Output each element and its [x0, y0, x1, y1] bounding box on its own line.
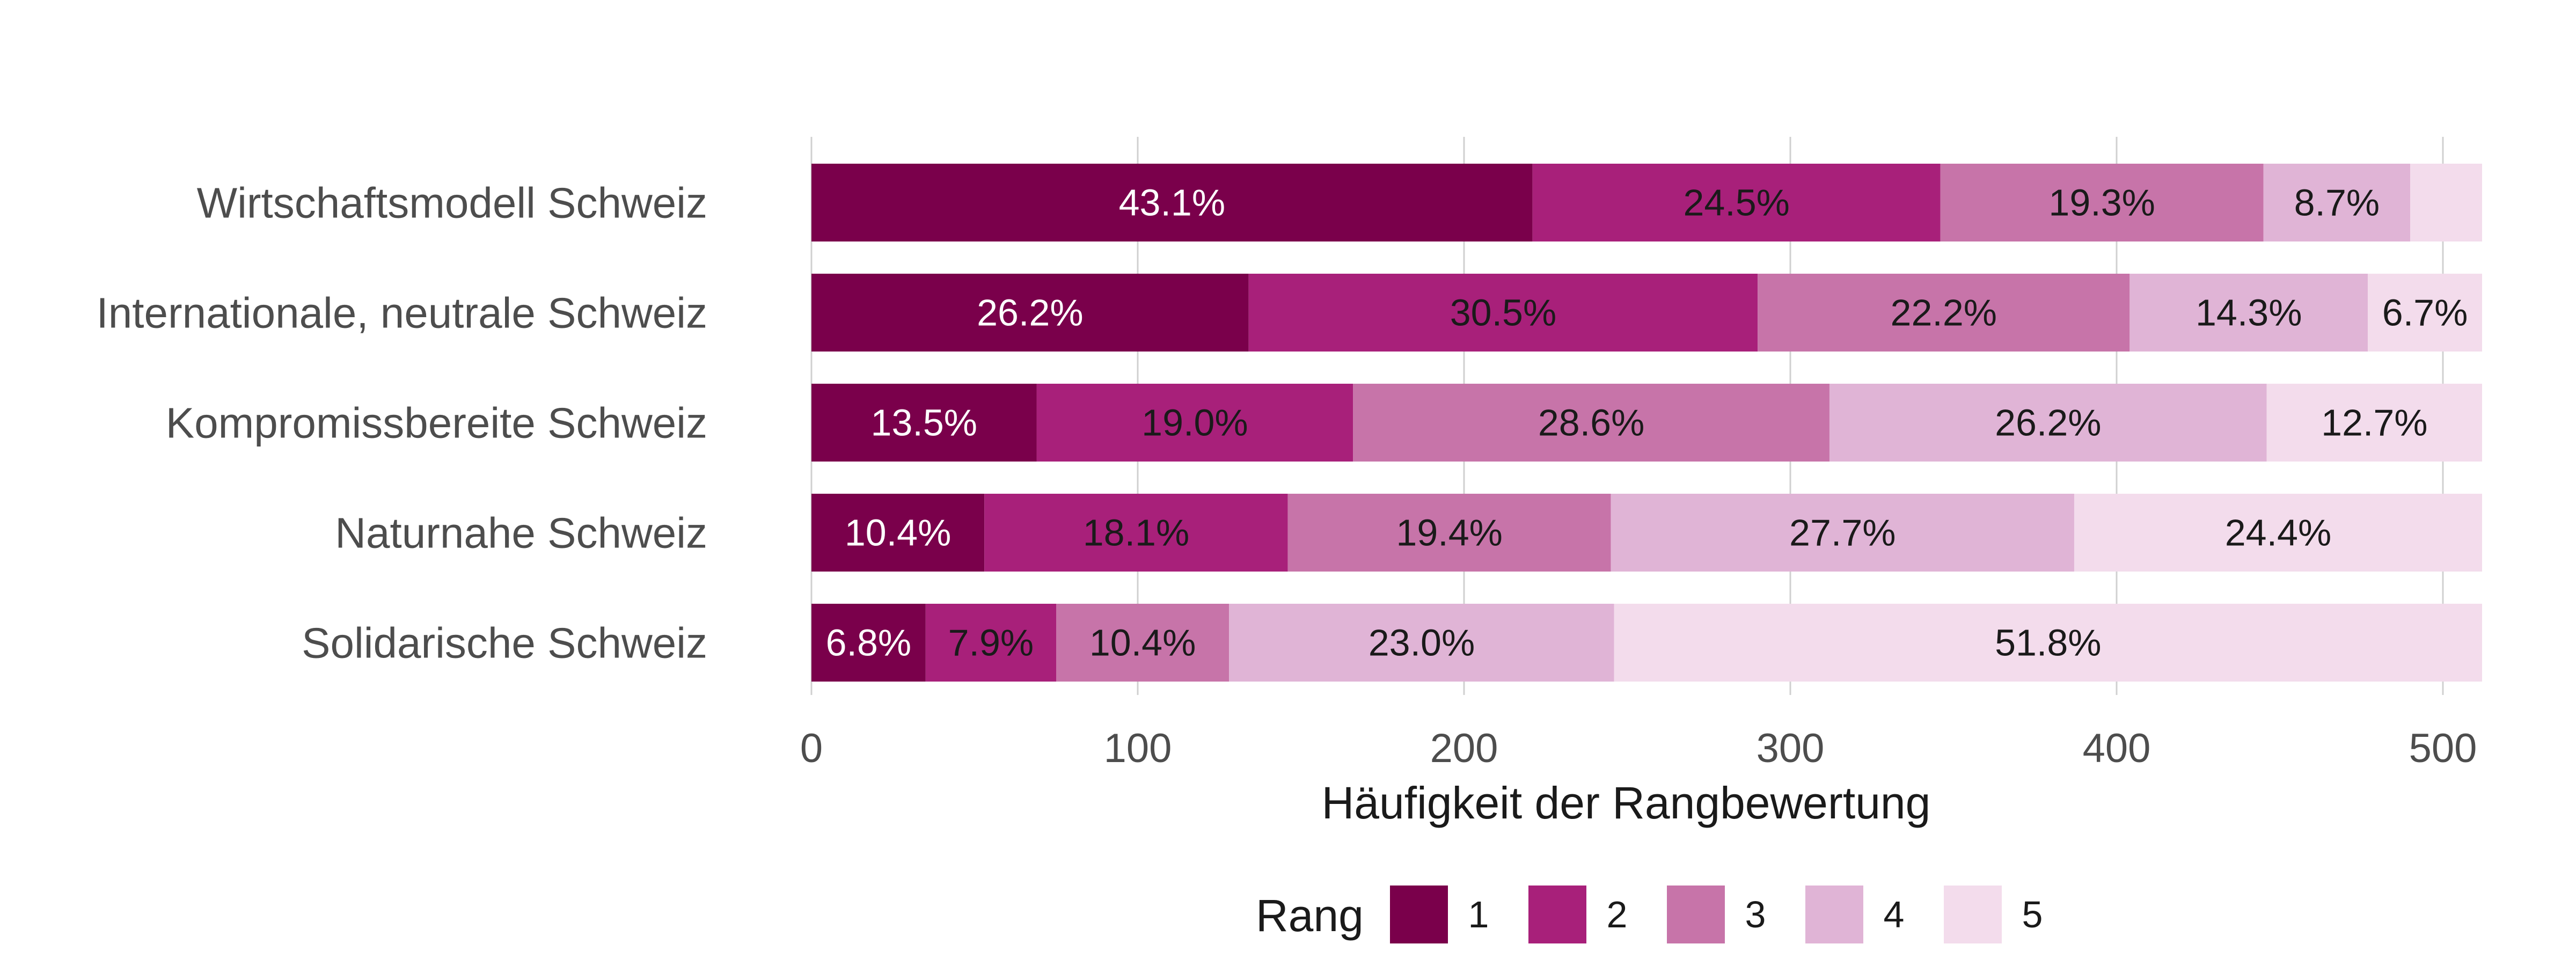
- bar-segment: [2410, 164, 2482, 241]
- data-label: 13.5%: [871, 402, 977, 444]
- data-label: 22.2%: [1891, 292, 1997, 334]
- bar-segment: [1036, 384, 1353, 462]
- data-label: 18.1%: [1083, 512, 1189, 554]
- bar-segment: [2368, 274, 2482, 352]
- x-tick-label: 500: [2409, 726, 2477, 771]
- bar-segment: [811, 494, 985, 572]
- x-axis-title: Häufigkeit der Rangbewertung: [1322, 778, 1931, 828]
- bar-segment: [984, 494, 1288, 572]
- legend-label: 4: [1884, 894, 1905, 935]
- data-label: 24.4%: [2225, 512, 2331, 554]
- bar-segment: [2263, 164, 2411, 241]
- bar-segment: [1940, 164, 2264, 241]
- bar-segment: [1248, 274, 1758, 352]
- x-tick-label: 300: [1757, 726, 1825, 771]
- data-label: 51.8%: [1995, 622, 2101, 664]
- data-label: 10.4%: [845, 512, 951, 554]
- data-label: 24.5%: [1683, 182, 1789, 224]
- data-label: 19.4%: [1396, 512, 1502, 554]
- bar-segment: [1829, 384, 2267, 462]
- legend-label: 5: [2022, 894, 2043, 935]
- legend-swatch: [1944, 885, 2002, 943]
- bar-segment: [1614, 604, 2482, 682]
- data-label: 12.7%: [2321, 402, 2427, 444]
- data-label: 6.8%: [826, 622, 912, 664]
- data-label: 30.5%: [1450, 292, 1556, 334]
- bar-segment: [1611, 494, 2074, 572]
- data-label: 6.7%: [2382, 292, 2468, 334]
- legend-title: Rang: [1256, 890, 1364, 941]
- data-label: 23.0%: [1368, 622, 1475, 664]
- bar-segment: [811, 604, 926, 682]
- bars: 43.1% 24.5% 19.3% 8.7% 26.2% 30.5% 22.2% 14.3% 6…: [811, 164, 2482, 682]
- category-labels: Wirtschaftsmodell Schweiz Internationale,…: [97, 179, 707, 667]
- legend: Rang 1 2 3 4 5: [1256, 885, 2043, 943]
- data-label: 19.0%: [1141, 402, 1248, 444]
- x-tick-label: 100: [1104, 726, 1172, 771]
- data-label: 28.6%: [1538, 402, 1644, 444]
- x-tick-label: 0: [800, 726, 823, 771]
- data-label: 8.7%: [2294, 182, 2380, 224]
- bar-segment: [2266, 384, 2482, 462]
- legend-label: 3: [1745, 894, 1766, 935]
- legend-label: 1: [1468, 894, 1489, 935]
- legend-swatch: [1667, 885, 1725, 943]
- data-label: 26.2%: [1995, 402, 2101, 444]
- bar-segment: [811, 274, 1249, 352]
- bar-segment: [925, 604, 1056, 682]
- legend-swatch: [1528, 885, 1586, 943]
- data-label: 19.3%: [2048, 182, 2155, 224]
- bar-segment: [1758, 274, 2130, 352]
- category-label: Wirtschaftsmodell Schweiz: [197, 179, 707, 227]
- bar-segment: [2129, 274, 2368, 352]
- bar-segment: [1353, 384, 1829, 462]
- bar-segment: [811, 384, 1037, 462]
- data-label: 27.7%: [1789, 512, 1896, 554]
- bar-segment: [1532, 164, 1941, 241]
- bar-segment: [1056, 604, 1230, 682]
- legend-swatch: [1805, 885, 1863, 943]
- bar-segment: [811, 164, 1533, 241]
- data-label: 10.4%: [1089, 622, 1196, 664]
- bar-segment: [1287, 494, 1611, 572]
- bar-segment: [2074, 494, 2482, 572]
- legend-label: 2: [1607, 894, 1628, 935]
- x-tick-label: 400: [2083, 726, 2151, 771]
- category-label: Solidarische Schweiz: [302, 619, 707, 667]
- data-label: 43.1%: [1119, 182, 1225, 224]
- category-label: Internationale, neutrale Schweiz: [97, 289, 707, 337]
- data-label: 26.2%: [977, 292, 1083, 334]
- category-label: Naturnahe Schweiz: [335, 509, 707, 557]
- x-tick-label: 200: [1430, 726, 1498, 771]
- bar-segment: [1229, 604, 1614, 682]
- data-label: 14.3%: [2196, 292, 2302, 334]
- data-label: 7.9%: [948, 622, 1034, 664]
- category-label: Kompromissbereite Schweiz: [166, 399, 707, 447]
- legend-swatch: [1390, 885, 1448, 943]
- x-axis-ticks: 0 100 200 300 400 500: [800, 726, 2477, 771]
